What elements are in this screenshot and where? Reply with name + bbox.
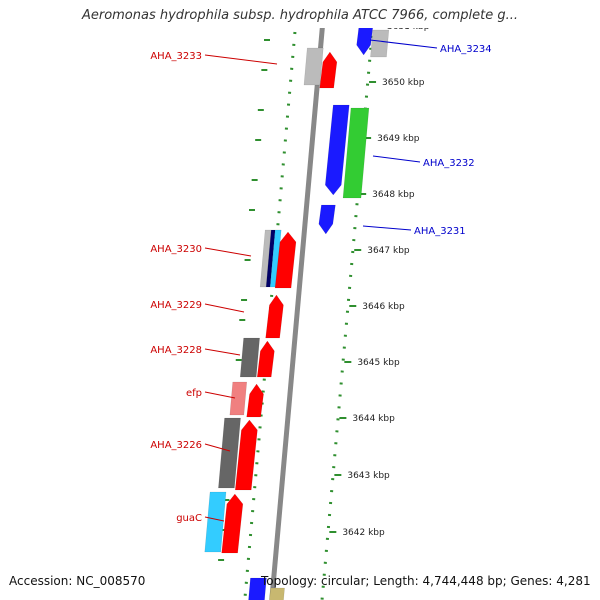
gene-aha-3233-gray xyxy=(303,47,324,86)
leader-line xyxy=(204,348,241,356)
label-aha-3226: AHA_3226 xyxy=(150,440,202,451)
label-aha-3229: AHA_3229 xyxy=(150,300,202,311)
leader-line xyxy=(204,516,225,522)
leader-line xyxy=(204,443,231,452)
grid-line-left xyxy=(243,28,297,600)
scale-tick-label: 3649 kbp xyxy=(377,134,420,144)
gene-aha-3232-blue xyxy=(325,104,350,196)
map-title: Aeromonas hydrophila subsp. hydrophila A… xyxy=(81,8,519,23)
genome-backbone xyxy=(269,28,325,600)
label-guac: guaC xyxy=(176,513,202,524)
scale-tick-label: 3650 kbp xyxy=(382,78,425,88)
scale-tick-label: 3651 kbp xyxy=(387,22,430,32)
leader-line xyxy=(372,155,421,163)
label-aha-3232: AHA_3232 xyxy=(423,158,475,169)
gene-guac-cyan xyxy=(204,491,227,553)
label-aha-3234: AHA_3234 xyxy=(440,44,492,55)
gene-bottom-tan xyxy=(269,587,285,600)
gene-efp-red xyxy=(246,383,264,418)
leader-line xyxy=(369,39,438,49)
gene-aha-3233-red xyxy=(319,51,338,89)
scale-tick-label: 3644 kbp xyxy=(352,414,395,424)
scale-tick-label: 3643 kbp xyxy=(347,471,390,481)
label-aha-3230: AHA_3230 xyxy=(150,244,202,255)
gene-aha-3228-red xyxy=(256,340,275,378)
gene-aha-3231 xyxy=(318,204,336,235)
gene-aha-3232-green xyxy=(342,107,370,199)
gene-bottom-blue xyxy=(248,577,267,600)
scale-tick-label: 3646 kbp xyxy=(362,302,405,312)
scale-tick-label: 3642 kbp xyxy=(342,528,385,538)
leader-line xyxy=(204,391,236,399)
leader-line xyxy=(204,54,278,65)
map-area: 3651 kbp 3650 kbp 3649 kbp 3648 kbp 3647 kbp… xyxy=(204,22,430,600)
gene-aha-3234-blue xyxy=(356,28,373,56)
gene-aha-3229 xyxy=(265,294,284,339)
label-efp: efp xyxy=(186,388,202,399)
scale-tick-label: 3645 kbp xyxy=(357,358,400,368)
gene-aha-3226-gray xyxy=(218,417,241,489)
label-aha-3233: AHA_3233 xyxy=(150,51,202,62)
gene-aha-3234-gray xyxy=(370,29,390,58)
leader-line xyxy=(204,303,245,313)
scale-tick-label: 3647 kbp xyxy=(367,246,410,256)
gene-aha-3228-gray xyxy=(239,337,260,378)
gene-efp-pink xyxy=(229,381,248,416)
gene-aha-3226-red xyxy=(234,419,258,491)
scale-tick-label: 3648 kbp xyxy=(372,190,415,200)
label-aha-3228: AHA_3228 xyxy=(150,345,202,356)
gene-aha-3230-red xyxy=(274,231,297,289)
leader-line xyxy=(362,225,412,231)
topology-text: Topology: circular; Length: 4,744,448 bp… xyxy=(261,574,591,588)
gene-guac-red xyxy=(221,493,244,554)
accession-text: Accession: NC_008570 xyxy=(9,574,146,588)
label-aha-3231: AHA_3231 xyxy=(414,226,466,237)
grid-line-right xyxy=(320,28,375,600)
leader-line xyxy=(204,247,252,257)
